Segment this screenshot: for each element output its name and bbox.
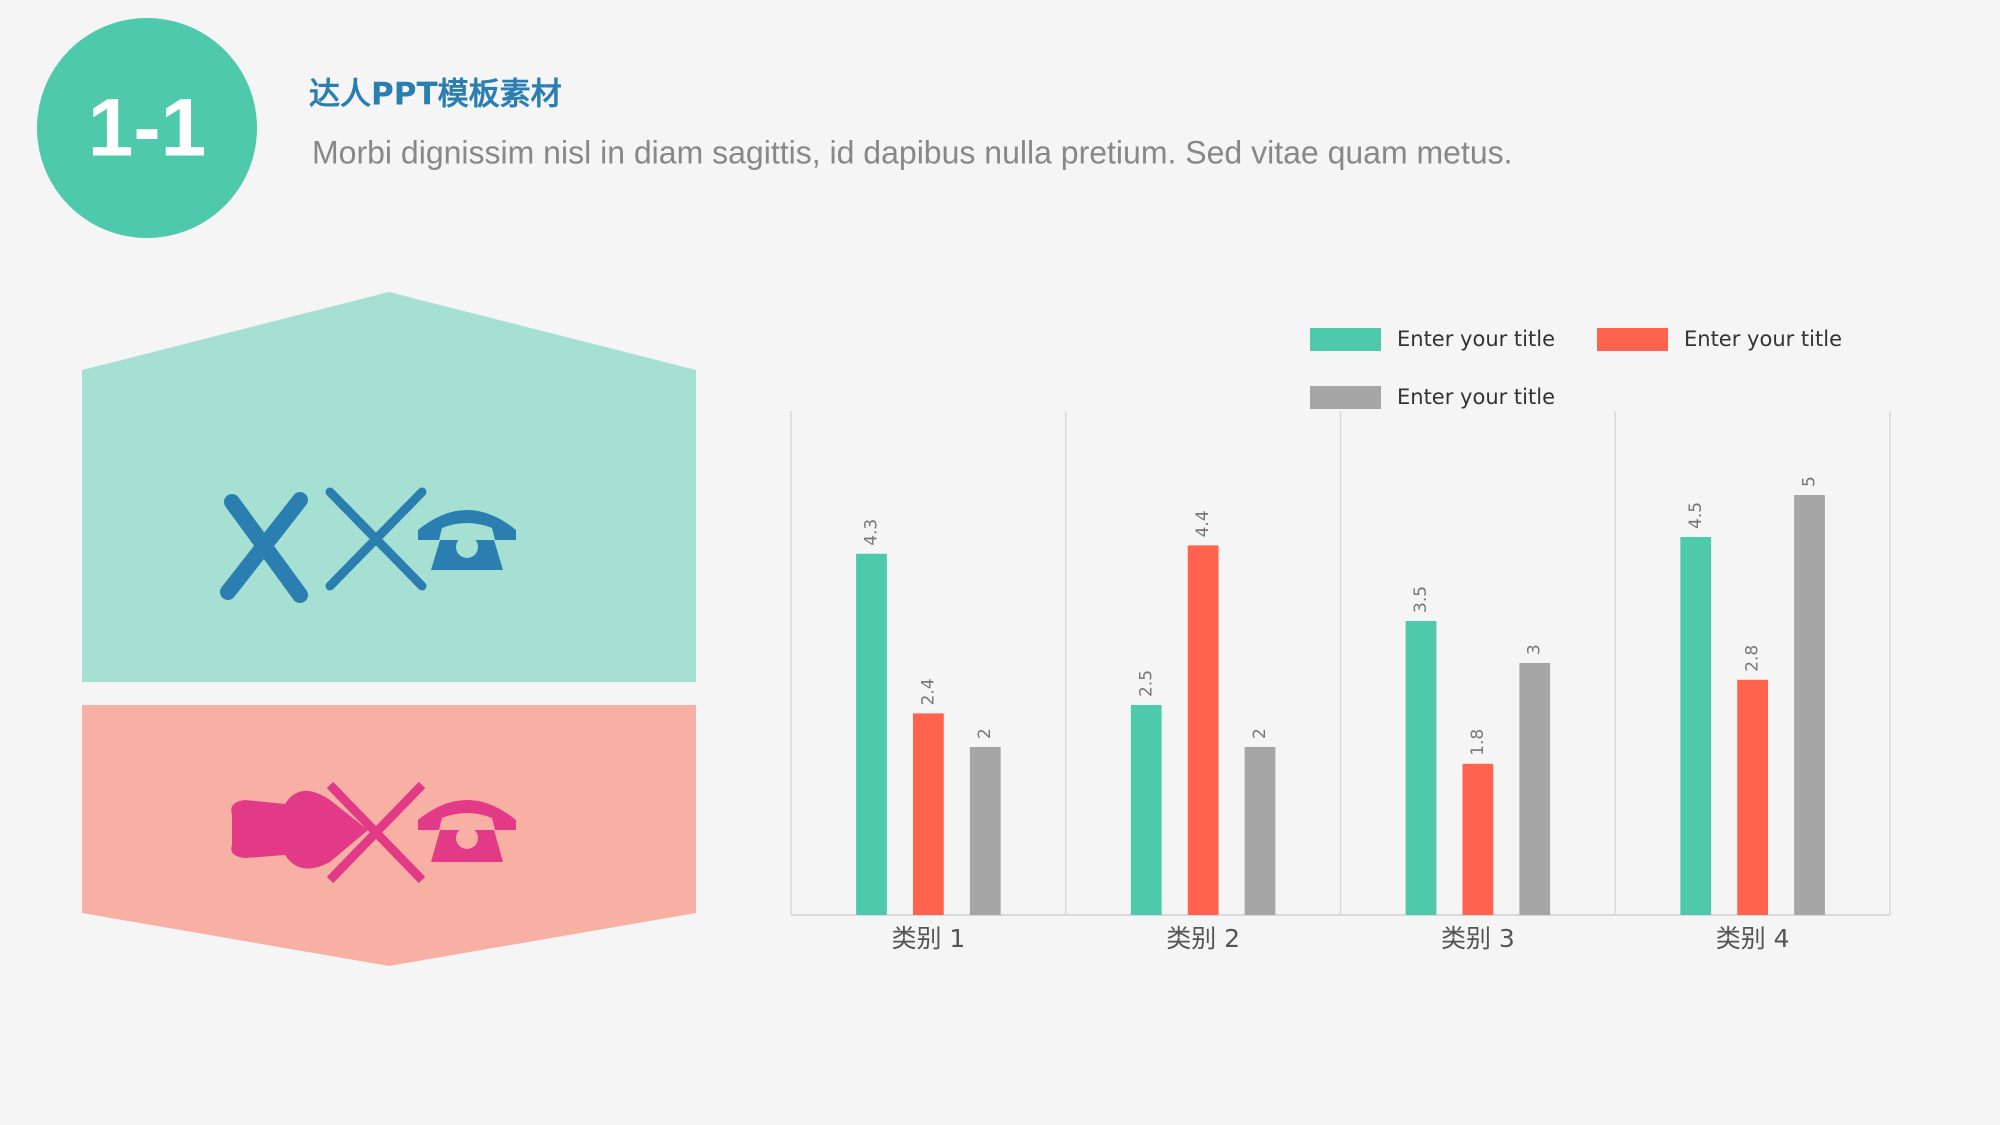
data-label: 5 [1799,476,1819,487]
slide-subtitle: Morbi dignissim nisl in diam sagittis, i… [312,134,1513,170]
bar [1405,621,1437,915]
data-label: 3.5 [1411,586,1431,613]
x-tick-label: 类别 1 [891,924,965,953]
badge-text: 1-1 [88,83,207,174]
x-tick-label: 类别 4 [1716,924,1790,953]
bar [856,553,887,915]
upper-icons [220,487,427,603]
bar [1737,679,1769,915]
x-tick-label: 类别 2 [1166,924,1240,953]
data-label: 4.4 [1193,510,1213,537]
upper-phone [418,510,516,570]
data-label: 4.3 [862,519,882,546]
data-label: 1.8 [1468,729,1488,756]
legend-label: Enter your title [1684,327,1842,351]
bar [912,713,944,915]
legend-swatch [1310,328,1381,351]
bar [969,747,1001,915]
legend-swatch [1597,328,1668,351]
bar [1130,705,1162,915]
bar [1187,545,1219,915]
lower-phone [418,800,516,862]
legend-swatch [1310,386,1381,409]
data-label: 2 [975,728,995,739]
bar [1519,663,1551,915]
slide-title: 达人PPT模板素材 [309,77,562,113]
x-tick-label: 类别 3 [1441,924,1515,953]
legend-label: Enter your title [1397,385,1555,409]
bar [1462,763,1494,915]
data-label: 3 [1525,644,1545,655]
legend-label: Enter your title [1397,327,1555,351]
data-label: 2.4 [918,678,938,705]
data-label: 4.5 [1686,502,1706,529]
bar [1244,747,1276,915]
data-label: 2 [1250,728,1270,739]
upper-panel [82,292,696,682]
bar [1794,495,1825,915]
bar [1680,537,1712,915]
data-label: 2.8 [1743,645,1763,672]
lower-panel [82,705,696,966]
lower-icons [231,781,426,884]
badge-circle [37,18,257,238]
data-label: 2.5 [1136,670,1156,697]
chart: 类别 1 4.3 2.4 2 类别 2 2.5 4.4 2 类别 3 3.5 1.8 3 类别 4 4.5… [790,327,1891,953]
